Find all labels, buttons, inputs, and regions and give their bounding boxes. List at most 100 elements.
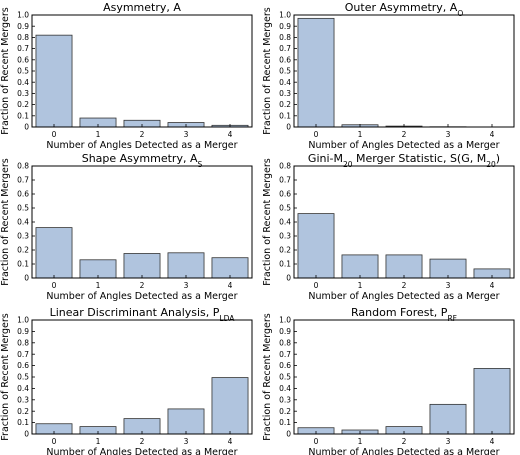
- y-axis-label: Fraction of Recent Mergers: [0, 7, 11, 135]
- x-tick-label: 1: [358, 130, 363, 139]
- y-tick-label: 0.2: [17, 246, 29, 255]
- y-tick-label: 0.6: [279, 361, 291, 370]
- y-tick-label: 0.6: [279, 190, 291, 199]
- x-tick-label: 1: [358, 281, 363, 290]
- y-tick-label: 0.1: [279, 260, 291, 269]
- bar-0: [35, 34, 73, 128]
- x-tick-label: 3: [446, 130, 451, 139]
- bar-4: [211, 257, 249, 279]
- y-tick-label: 0: [24, 430, 29, 439]
- y-tick-label: 0.6: [279, 55, 291, 64]
- chart-panel-1: 0 0.1 0.2 0.3 0.4 0.5 0.6 0.7 0.8 0.9 1.0 0 1 2 3 4 Oute…: [262, 1, 515, 151]
- y-tick-label: 0.3: [17, 89, 29, 98]
- y-tick-label: 0.2: [17, 100, 29, 109]
- y-tick-label: 0.5: [17, 204, 29, 213]
- y-tick-label: 0.8: [17, 33, 29, 42]
- y-tick-label: 0.3: [279, 89, 291, 98]
- panel-title: Random Forest, PRF: [351, 306, 457, 323]
- y-tick-label: 0.2: [279, 407, 291, 416]
- bar-2: [385, 254, 423, 279]
- chart-panel-0: 0 0.1 0.2 0.3 0.4 0.5 0.6 0.7 0.8 0.9 1.0 0 1 2 3 4 Asym…: [0, 1, 253, 151]
- bar-3: [167, 252, 205, 279]
- y-tick-label: 0.3: [17, 395, 29, 404]
- panel-title: Outer Asymmetry, AO: [345, 1, 464, 18]
- y-axis-label: Fraction of Recent Mergers: [0, 158, 11, 286]
- bar-0: [35, 227, 73, 279]
- bar-4: [211, 377, 249, 435]
- y-axis-label: Fraction of Recent Mergers: [0, 313, 11, 441]
- x-tick-label: 3: [446, 281, 451, 290]
- x-axis-label: Number of Angles Detected as a Merger: [308, 140, 499, 151]
- x-tick-label: 0: [52, 130, 57, 139]
- x-tick-label: 4: [228, 281, 233, 290]
- x-tick-label: 1: [358, 437, 363, 446]
- bar-3: [429, 403, 467, 435]
- y-tick-label: 0.4: [17, 218, 29, 227]
- x-tick-label: 3: [184, 437, 189, 446]
- bar-2: [123, 253, 161, 279]
- x-tick-label: 2: [402, 130, 407, 139]
- x-tick-label: 0: [52, 281, 57, 290]
- y-tick-label: 0.8: [17, 338, 29, 347]
- x-tick-label: 4: [490, 281, 495, 290]
- chart-panel-4: 0 0.1 0.2 0.3 0.4 0.5 0.6 0.7 0.8 0.9 1.0 0 1 2 3 4 Line…: [0, 306, 253, 455]
- x-tick-label: 2: [402, 281, 407, 290]
- y-tick-label: 0.5: [17, 67, 29, 76]
- x-tick-label: 4: [228, 437, 233, 446]
- y-tick-label: 0.7: [17, 176, 29, 185]
- y-tick-label: 0.7: [279, 176, 291, 185]
- chart-panel-3: 0 0.1 0.2 0.3 0.4 0.5 0.6 0.7 0.8 0 1 2 3 4 Gini-M20 M…: [262, 152, 515, 302]
- y-tick-label: 0.2: [279, 100, 291, 109]
- y-tick-label: 1.0: [17, 316, 29, 325]
- y-tick-label: 0.8: [279, 338, 291, 347]
- y-tick-label: 0.7: [17, 44, 29, 53]
- y-tick-label: 0.7: [279, 44, 291, 53]
- x-tick-label: 0: [314, 281, 319, 290]
- x-tick-label: 2: [140, 281, 145, 290]
- x-tick-label: 2: [140, 437, 145, 446]
- y-axis-label: Fraction of Recent Mergers: [262, 7, 273, 135]
- y-tick-label: 0.9: [17, 327, 29, 336]
- y-tick-label: 0.4: [17, 78, 29, 87]
- y-tick-label: 0.4: [279, 384, 291, 393]
- y-tick-label: 0.8: [279, 33, 291, 42]
- y-tick-label: 0: [24, 274, 29, 283]
- y-tick-label: 0.9: [17, 22, 29, 31]
- x-tick-label: 3: [184, 130, 189, 139]
- y-tick-label: 0.2: [279, 246, 291, 255]
- x-axis-label: Number of Angles Detected as a Merger: [308, 291, 499, 302]
- panel-title: Asymmetry, A: [103, 1, 181, 14]
- y-tick-label: 0.3: [279, 395, 291, 404]
- panel-title: Gini-M20 Merger Statistic, S(G, M20): [308, 152, 500, 169]
- y-tick-label: 1.0: [279, 11, 291, 20]
- x-tick-label: 0: [314, 437, 319, 446]
- y-tick-label: 0.1: [17, 418, 29, 427]
- y-tick-label: 0.8: [17, 162, 29, 171]
- x-tick-label: 4: [490, 130, 495, 139]
- x-axis-label: Number of Angles Detected as a Merger: [46, 447, 237, 455]
- y-tick-label: 0: [24, 123, 29, 132]
- x-axis-label: Number of Angles Detected as a Merger: [308, 447, 499, 455]
- x-tick-label: 1: [96, 130, 101, 139]
- y-tick-label: 0.4: [279, 218, 291, 227]
- x-tick-label: 4: [228, 130, 233, 139]
- y-tick-label: 0.4: [279, 78, 291, 87]
- y-tick-label: 0.6: [17, 55, 29, 64]
- y-tick-label: 0.1: [17, 111, 29, 120]
- x-axis-label: Number of Angles Detected as a Merger: [46, 291, 237, 302]
- x-tick-label: 2: [402, 437, 407, 446]
- x-tick-label: 2: [140, 130, 145, 139]
- x-axis-label: Number of Angles Detected as a Merger: [46, 140, 237, 151]
- y-tick-label: 0.6: [17, 361, 29, 370]
- y-tick-label: 0.9: [279, 327, 291, 336]
- y-axis-label: Fraction of Recent Mergers: [262, 158, 273, 286]
- y-tick-label: 0.7: [17, 350, 29, 359]
- y-tick-label: 0.2: [17, 407, 29, 416]
- chart-panel-5: 0 0.1 0.2 0.3 0.4 0.5 0.6 0.7 0.8 0.9 1.0 0 1 2 3 4 Rand…: [262, 306, 515, 455]
- x-tick-label: 0: [314, 130, 319, 139]
- y-tick-label: 0.4: [17, 384, 29, 393]
- bar-3: [167, 408, 205, 435]
- y-tick-label: 0.1: [279, 111, 291, 120]
- y-tick-label: 0.7: [279, 350, 291, 359]
